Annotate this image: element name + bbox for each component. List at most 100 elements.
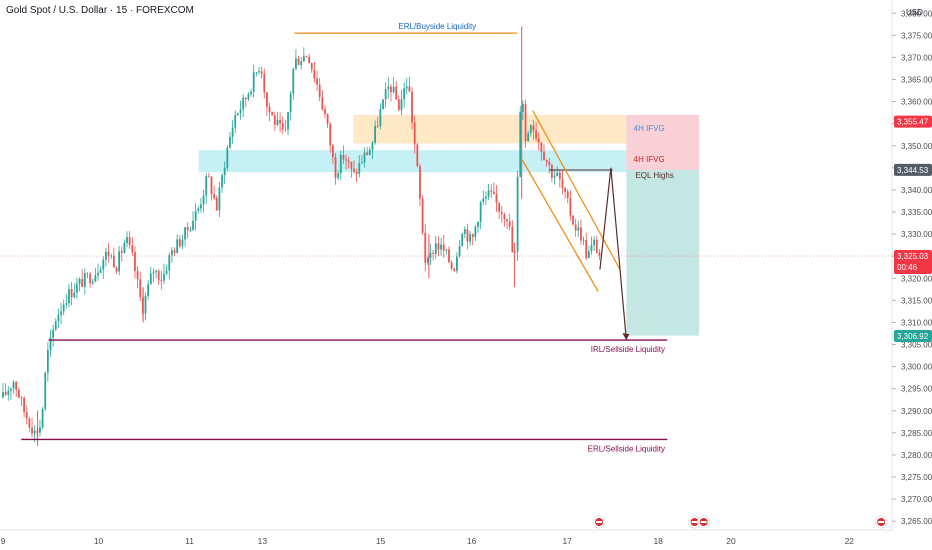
- candle-body: [15, 382, 17, 390]
- candle-body: [509, 221, 511, 226]
- x-tick-label: 22: [845, 536, 855, 546]
- candle-body: [226, 148, 228, 168]
- candle-body: [543, 152, 545, 160]
- y-tick-label: 3,315.00: [901, 296, 932, 305]
- candle-body: [94, 275, 96, 281]
- candle-body: [440, 245, 442, 250]
- candle-body: [345, 159, 347, 160]
- candle-body: [588, 251, 590, 258]
- candle-body: [158, 271, 160, 280]
- erl-buyside-label: ERL/Buyside Liquidity: [398, 22, 476, 31]
- candle-body: [511, 226, 513, 252]
- candle-body: [5, 392, 7, 395]
- symbol-title[interactable]: Gold Spot / U.S. Dollar · 15 · FOREXCOM: [6, 5, 194, 16]
- stop-price-text: 3,355.47: [897, 118, 929, 127]
- candle-body: [205, 176, 207, 195]
- y-tick-label: 3,375.00: [901, 31, 932, 40]
- candle-body: [353, 169, 355, 172]
- candle-body: [113, 256, 115, 268]
- candle-body: [559, 173, 561, 180]
- candle-body: [498, 203, 500, 212]
- candle-body: [546, 160, 548, 162]
- candle-body: [240, 109, 242, 113]
- candle-body: [583, 240, 585, 241]
- candle-body: [129, 237, 131, 245]
- candle-body: [60, 311, 62, 315]
- y-tick-label: 3,350.00: [901, 142, 932, 151]
- candle-body: [385, 89, 387, 99]
- y-tick-label: 3,300.00: [901, 363, 932, 372]
- candle-body: [580, 227, 582, 240]
- candle-body: [147, 284, 149, 295]
- candle-body: [464, 229, 466, 234]
- candle-body: [10, 388, 12, 390]
- candle-body: [411, 91, 413, 122]
- candle-body: [456, 257, 458, 271]
- candle-body: [255, 72, 257, 73]
- y-tick-label: 3,365.00: [901, 76, 932, 85]
- candle-body: [21, 398, 23, 399]
- candle-body: [277, 120, 279, 125]
- candle-body: [187, 227, 189, 230]
- candle-body: [73, 293, 75, 298]
- blue-fvg-zone: [199, 150, 627, 172]
- candle-body: [477, 222, 479, 227]
- candle-body: [327, 114, 329, 124]
- erl-sellside-label: ERL/Sellside Liquidity: [588, 444, 665, 453]
- candle-body: [459, 246, 461, 256]
- target-price-text: 3,306.92: [897, 332, 929, 341]
- x-tick-label: 10: [94, 536, 104, 546]
- candle-body: [403, 88, 405, 99]
- candle-body: [591, 245, 593, 251]
- economic-event-icon-stripe: [701, 521, 707, 523]
- candle-body: [393, 87, 395, 92]
- teal-target-zone: [626, 170, 699, 336]
- candle-body: [282, 123, 284, 129]
- candle-body: [348, 161, 350, 163]
- candle-body: [284, 129, 286, 130]
- candle-body: [155, 271, 157, 273]
- candle-body: [216, 198, 218, 210]
- candle-body: [303, 56, 305, 62]
- candle-body: [416, 144, 418, 166]
- candle-body: [496, 194, 498, 203]
- candle-body: [97, 273, 99, 275]
- candle-body: [424, 233, 426, 263]
- candle-body: [292, 69, 294, 94]
- candle-body: [567, 192, 569, 198]
- candle-body: [382, 99, 384, 109]
- candle-body: [575, 224, 577, 230]
- candle-body: [361, 162, 363, 163]
- candle-body: [332, 145, 334, 157]
- price-axis[interactable]: 3,380.00 3,375.00 3,370.00 3,365.00 3,360.00…: [892, 9, 932, 526]
- currency-label[interactable]: USD: [906, 8, 923, 17]
- candle-body: [44, 373, 46, 409]
- candle-body: [100, 270, 102, 273]
- lines-layer: [0, 33, 892, 439]
- candle-body: [150, 273, 152, 284]
- eql-highs-label: EQL Highs: [635, 171, 673, 180]
- candle-body: [266, 92, 268, 106]
- candle-body: [126, 237, 128, 243]
- x-tick-label: 13: [258, 536, 268, 546]
- candle-body: [398, 99, 400, 110]
- candle-body: [474, 227, 476, 237]
- candle-body: [197, 208, 199, 210]
- candle-body: [71, 289, 73, 297]
- time-axis[interactable]: 9 10 11 13 15 16 17 18 20 22: [1, 536, 855, 546]
- candle-body: [295, 58, 297, 68]
- candle-body: [287, 112, 289, 130]
- candle-body: [31, 428, 33, 434]
- candle-body: [298, 58, 300, 65]
- y-tick-label: 3,290.00: [901, 407, 932, 416]
- candle-body: [488, 191, 490, 197]
- candle-body: [55, 321, 57, 329]
- candle-body: [366, 152, 368, 155]
- candle-body: [585, 240, 587, 258]
- x-tick-label: 16: [467, 536, 477, 546]
- orange-fvg-zone: [353, 115, 626, 144]
- candle-body: [599, 253, 601, 256]
- candle-body: [540, 143, 542, 152]
- candle-body: [290, 94, 292, 112]
